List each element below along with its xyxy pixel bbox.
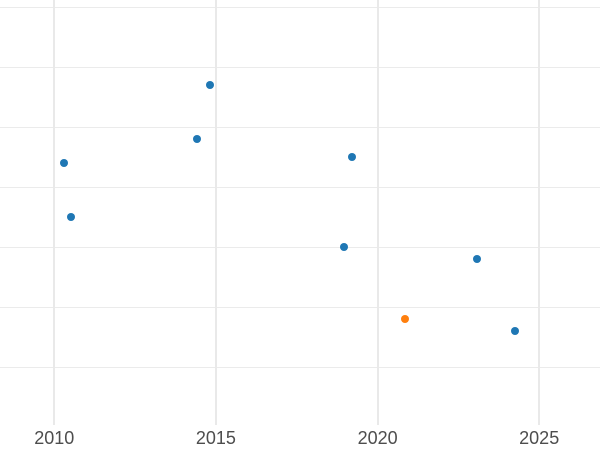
y-gridline xyxy=(0,7,600,9)
x-gridline xyxy=(538,0,541,425)
scatter-point-blue-points[interactable] xyxy=(340,243,349,252)
x-tick-label: 2025 xyxy=(519,428,560,448)
y-gridline xyxy=(0,67,600,69)
scatter-point-blue-points[interactable] xyxy=(60,159,69,168)
scatter-point-blue-points[interactable] xyxy=(472,255,481,264)
x-tick-label: 2010 xyxy=(34,428,75,448)
scatter-point-highlight-point[interactable] xyxy=(401,315,410,324)
y-gridline xyxy=(0,247,600,249)
scatter-point-blue-points[interactable] xyxy=(347,153,356,162)
x-tick-label: 2015 xyxy=(195,428,236,448)
x-gridline xyxy=(376,0,379,425)
y-gridline xyxy=(0,307,600,309)
y-gridline xyxy=(0,127,600,129)
y-gridline xyxy=(0,187,600,189)
x-gridline xyxy=(214,0,217,425)
scatter-point-blue-points[interactable] xyxy=(66,213,75,222)
x-tick-label: 2020 xyxy=(357,428,398,448)
scatter-point-blue-points[interactable] xyxy=(511,327,519,336)
scatter-point-blue-points[interactable] xyxy=(205,81,214,90)
x-gridline xyxy=(53,0,56,425)
scatter-point-blue-points[interactable] xyxy=(192,135,201,144)
y-gridline xyxy=(0,367,600,369)
plot-area xyxy=(0,0,600,425)
